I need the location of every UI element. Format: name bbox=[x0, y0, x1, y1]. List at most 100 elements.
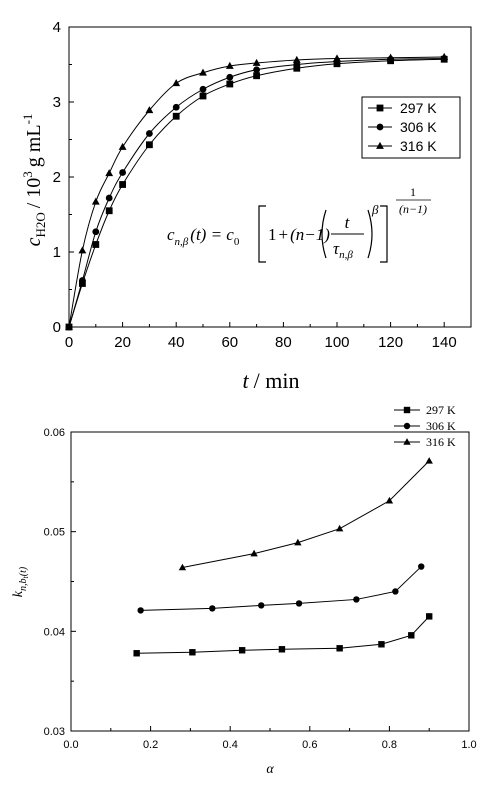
top-data-point bbox=[146, 141, 153, 149]
top-data-point bbox=[92, 228, 100, 236]
bottom-data-point bbox=[250, 549, 258, 557]
bottom-data-point bbox=[425, 457, 433, 464]
top-data-point bbox=[118, 142, 127, 150]
formula-beta-exponent: β bbox=[371, 202, 379, 217]
top-data-point bbox=[225, 61, 234, 69]
bottom-x-tick-label: 0.6 bbox=[302, 739, 317, 751]
top-legend-marker bbox=[376, 104, 384, 112]
top-data-point bbox=[226, 73, 234, 81]
chart-bottom: 0.0 0.2 0.4 0.6 0.8 1.0 0.03 0.04 0.05 0.06 kn,bt… bbox=[11, 403, 477, 777]
bottom-x-tick-label: 0.8 bbox=[382, 739, 397, 751]
formula-inner-sum: 1 + (n−1) bbox=[268, 225, 330, 244]
bottom-data-point bbox=[392, 588, 399, 595]
bottom-y-tick-label: 0.04 bbox=[44, 626, 65, 638]
bottom-legend-label: 306 K bbox=[426, 419, 456, 433]
formula-fraction-numerator: t bbox=[345, 213, 351, 232]
top-data-point bbox=[105, 194, 113, 202]
bottom-y-tick-label: 0.03 bbox=[44, 726, 65, 738]
top-data-point bbox=[292, 55, 301, 63]
top-data-point bbox=[172, 103, 180, 111]
top-data-point bbox=[199, 92, 207, 100]
bottom-x-axis-label: α bbox=[266, 762, 274, 777]
top-data-point bbox=[253, 72, 260, 80]
top-data-point bbox=[145, 106, 154, 114]
top-plot-frame bbox=[68, 26, 472, 328]
formula-fraction-denominator: τn,β bbox=[333, 239, 353, 261]
bottom-series-markers bbox=[133, 457, 433, 657]
top-data-point bbox=[79, 277, 86, 284]
top-data-point bbox=[119, 181, 126, 188]
bottom-data-point bbox=[209, 605, 216, 612]
top-series-markers bbox=[65, 52, 449, 331]
top-x-tick-label: 120 bbox=[378, 334, 403, 351]
top-y-tick-label: 3 bbox=[53, 94, 61, 111]
top-x-axis-label: t / min bbox=[243, 368, 300, 393]
bottom-data-point bbox=[278, 646, 286, 653]
bottom-y-tick-label: 0.05 bbox=[44, 527, 65, 539]
top-data-point bbox=[252, 58, 261, 66]
top-data-point bbox=[91, 197, 100, 205]
bottom-data-point bbox=[178, 563, 187, 571]
bottom-legend-marker bbox=[403, 406, 411, 414]
top-x-tick-label: 140 bbox=[432, 334, 457, 351]
bottom-data-point bbox=[133, 650, 140, 657]
formula-outer-exp-den: (n−1) bbox=[399, 202, 427, 216]
top-axis-ticks: 0 20 40 60 80 100 120 140 0 1 2 3 4 bbox=[53, 19, 457, 351]
formula-outer-exp-num: 1 bbox=[410, 185, 416, 199]
top-x-tick-label: 40 bbox=[168, 334, 185, 351]
bottom-y-axis-label: kn,bt(t) bbox=[11, 566, 30, 597]
formula-left-bracket bbox=[258, 205, 266, 263]
bottom-legend-marker bbox=[403, 422, 411, 430]
top-y-tick-label: 1 bbox=[53, 244, 61, 261]
bottom-legend-label: 316 K bbox=[426, 435, 456, 449]
top-data-point bbox=[172, 79, 181, 87]
top-legend: 297 K 306 K 316 K bbox=[361, 96, 461, 159]
bottom-x-tick-label: 0.0 bbox=[63, 739, 78, 751]
top-data-point bbox=[253, 66, 260, 74]
bottom-legend-label: 297 K bbox=[426, 403, 456, 417]
bottom-x-tick-label: 0.4 bbox=[223, 739, 238, 751]
formula-right-paren bbox=[367, 209, 373, 259]
top-data-point bbox=[105, 169, 114, 177]
top-data-point bbox=[105, 207, 113, 215]
top-data-point bbox=[333, 54, 341, 62]
bottom-data-point bbox=[385, 496, 394, 504]
bottom-series-line-1 bbox=[136, 616, 430, 654]
top-data-point bbox=[386, 53, 395, 61]
top-x-tick-label: 0 bbox=[65, 334, 73, 351]
bottom-x-tick-label: 1.0 bbox=[461, 739, 476, 751]
top-data-point bbox=[293, 64, 301, 72]
bottom-plot-frame bbox=[70, 431, 470, 732]
bottom-data-point bbox=[137, 607, 144, 614]
bottom-data-point bbox=[336, 645, 343, 652]
bottom-data-point bbox=[238, 647, 246, 654]
top-x-tick-label: 80 bbox=[275, 334, 292, 351]
top-data-point bbox=[172, 112, 180, 120]
bottom-data-point bbox=[426, 613, 433, 620]
bottom-data-point bbox=[258, 602, 265, 609]
top-y-axis-label: cH2O/ 103g mL-1 bbox=[20, 114, 48, 247]
bottom-series-line-3 bbox=[182, 460, 430, 569]
bottom-data-point bbox=[408, 632, 415, 639]
bottom-y-tick-label: 0.06 bbox=[44, 427, 65, 439]
top-x-tick-label: 20 bbox=[114, 334, 131, 351]
top-formula-annotation: cn,β (t) = c0 1 + (n−1) t τn,β β 1 (n−1) bbox=[167, 185, 431, 263]
top-y-tick-label: 4 bbox=[53, 19, 61, 36]
top-data-point bbox=[440, 52, 449, 60]
bottom-data-point bbox=[294, 538, 302, 546]
bottom-axis-ticks: 0.0 0.2 0.4 0.6 0.8 1.0 0.03 0.04 0.05 0.06 bbox=[44, 427, 477, 751]
top-legend-label: 297 K bbox=[400, 100, 437, 116]
bottom-series-line-2 bbox=[140, 566, 422, 611]
bottom-legend: 297 K 306 K 316 K bbox=[394, 403, 456, 449]
bottom-data-point bbox=[335, 524, 344, 532]
top-x-tick-label: 100 bbox=[324, 334, 349, 351]
bottom-data-point bbox=[189, 649, 196, 656]
formula-left-paren bbox=[321, 209, 327, 259]
top-legend-marker bbox=[376, 141, 384, 149]
top-y-tick-label: 2 bbox=[53, 169, 61, 186]
top-y-tick-label: 0 bbox=[53, 319, 61, 336]
bottom-data-point bbox=[418, 563, 425, 570]
top-data-point bbox=[65, 322, 73, 330]
